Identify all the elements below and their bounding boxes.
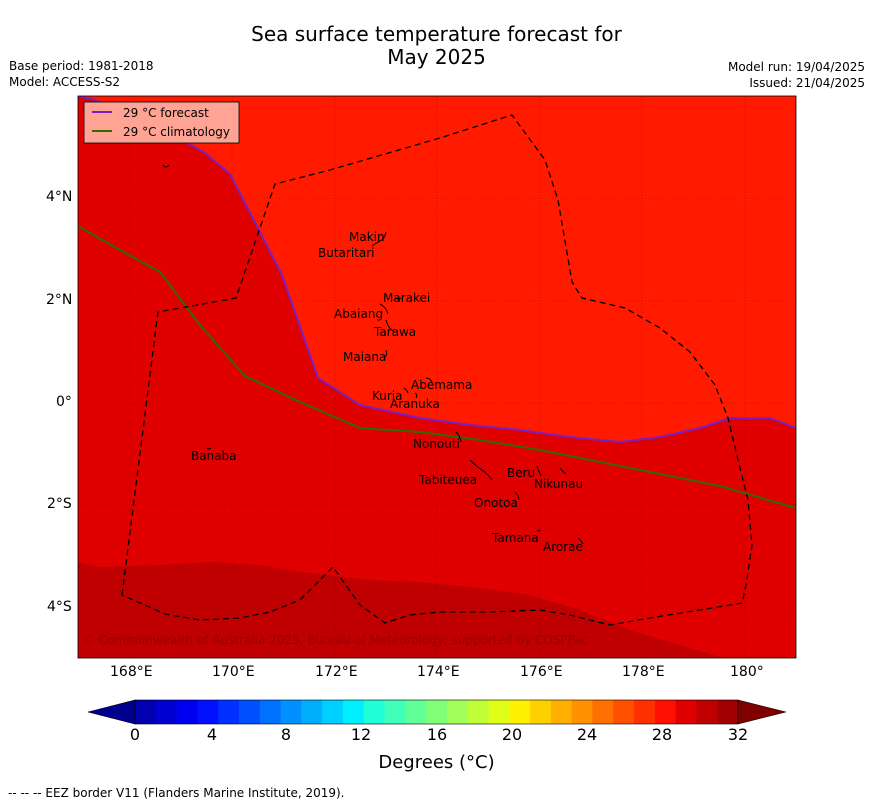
colorbar-min-arrow — [87, 699, 136, 725]
lon-tick: 176°E — [520, 664, 563, 680]
graticule — [78, 96, 796, 658]
island-labels: Makin Butaritari Marakei Abaiang Tarawa … — [191, 230, 583, 554]
colorbar-swatch — [550, 700, 573, 724]
colorbar-swatch — [322, 700, 344, 724]
island-label: Tamana — [491, 531, 539, 545]
colorbar-max-arrow — [737, 699, 787, 725]
map-legend: 29 °C forecast 29 °C climatology — [83, 101, 240, 144]
colorbar-tick: 32 — [727, 725, 749, 744]
colorbar-swatch — [384, 700, 406, 724]
colorbar-swatch — [176, 700, 198, 724]
colorbar-swatch — [446, 700, 469, 724]
island-label: Abaiang — [334, 307, 383, 321]
colorbar-swatch — [238, 700, 261, 724]
island-label: Onotoa — [474, 496, 518, 510]
colorbar-swatch — [488, 700, 510, 724]
sst-26-28-region — [78, 96, 796, 442]
island-outlines — [206, 231, 584, 545]
model-name: Model: ACCESS-S2 — [9, 75, 121, 89]
model-run: Model run: 19/04/2025 — [727, 60, 865, 74]
colorbar-swatch — [696, 700, 718, 724]
map-frame — [77, 95, 797, 659]
colorbar-label: Degrees (°C) — [378, 752, 495, 773]
left-meta: Base period: 1981-2018 Model: ACCESS-S2 — [9, 58, 154, 90]
island-label: Tabiteuea — [418, 473, 477, 487]
lon-tick: 172°E — [315, 664, 358, 680]
map-plot-area: Makin Butaritari Marakei Abaiang Tarawa … — [78, 96, 796, 658]
colorbar-tick: 20 — [501, 725, 523, 744]
colorbar-swatch — [301, 700, 323, 724]
colorbar-swatch — [571, 700, 593, 724]
lat-tick: 0° — [56, 394, 72, 410]
colorbar-swatch — [613, 700, 635, 724]
eez-footnote: -- -- -- EEZ border V11 (Flanders Marine… — [8, 786, 345, 800]
colorbar-swatch — [280, 700, 302, 724]
island-label: Nikunau — [534, 477, 583, 491]
issued-date: Issued: 21/04/2025 — [749, 76, 865, 90]
island-label: Marakei — [383, 291, 430, 305]
colorbar-swatch — [717, 700, 739, 724]
colorbar-tick: 0 — [129, 725, 141, 744]
legend-forecast-label: 29 °C forecast — [123, 106, 209, 120]
colorbar-tick: 4 — [206, 725, 218, 744]
colorbar-swatch — [342, 700, 365, 724]
colorbar-swatch — [467, 700, 489, 724]
colorbar-swatch — [509, 700, 531, 724]
colorbar-swatch — [634, 700, 656, 724]
copyright-text: © Commonwealth of Australia 2025, Bureau… — [83, 633, 588, 647]
lon-tick: 180° — [730, 664, 764, 680]
colorbar-swatch — [197, 700, 219, 724]
lon-tick: 178°E — [622, 664, 665, 680]
island-label: Aranuka — [390, 397, 440, 411]
colorbar-swatch — [155, 700, 178, 724]
colorbar-swatch — [363, 700, 386, 724]
island-label: Nonouti — [413, 437, 460, 451]
map-title-line1: Sea surface temperature forecast for — [251, 22, 622, 46]
lat-tick: 4°N — [46, 189, 73, 205]
island-label: Banaba — [191, 449, 237, 463]
island-label: Butaritari — [318, 246, 375, 260]
island-label: Beru — [507, 466, 535, 480]
lon-tick: 174°E — [417, 664, 460, 680]
island-label: Kuria — [372, 389, 403, 403]
map-title-line2: May 2025 — [387, 45, 486, 69]
lat-tick: 4°S — [47, 599, 72, 615]
sst-30-32-region — [78, 562, 796, 658]
colorbar-tick: 8 — [280, 725, 292, 744]
colorbar-swatch — [135, 700, 157, 724]
colorbar-tick: 16 — [426, 725, 448, 744]
colorbar-tick: 28 — [651, 725, 673, 744]
colorbar-swatch — [654, 700, 677, 724]
island-label: Makin — [349, 230, 385, 244]
lon-tick: 170°E — [212, 664, 255, 680]
colorbar-tick: 12 — [350, 725, 372, 744]
lon-tick: 168°E — [110, 664, 153, 680]
legend-climatology-label: 29 °C climatology — [123, 125, 230, 139]
colorbar-swatch — [530, 700, 552, 724]
eez-border — [121, 114, 753, 626]
colorbar-swatch — [259, 700, 282, 724]
colorbar-swatch — [675, 700, 697, 724]
colorbar-tick: 24 — [576, 725, 598, 744]
islet-mark — [162, 164, 170, 168]
base-period: Base period: 1981-2018 — [9, 59, 154, 73]
colorbar-swatch — [426, 700, 448, 724]
right-meta: Model run: 19/04/2025 Issued: 21/04/2025 — [728, 59, 865, 91]
climatology-29c-contour — [78, 225, 796, 509]
lat-tick: 2°S — [47, 496, 72, 512]
colorbar-swatch — [592, 700, 614, 724]
colorbar-swatch — [218, 700, 240, 724]
island-label: Tarawa — [373, 325, 416, 339]
island-label: Maiana — [343, 350, 386, 364]
colorbar — [87, 699, 787, 725]
lat-tick: 2°N — [46, 292, 73, 308]
island-label: Abemama — [411, 378, 472, 392]
island-label: Arorae — [543, 540, 583, 554]
colorbar-swatch — [405, 700, 427, 724]
